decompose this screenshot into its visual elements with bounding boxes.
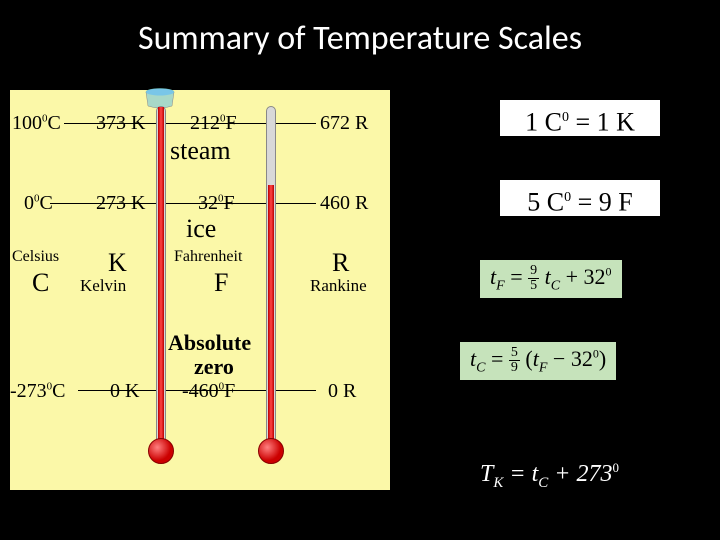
- steam-label: steam: [170, 136, 231, 166]
- abszero-celsius: -2730C: [10, 380, 66, 403]
- ice-fahrenheit: 320F: [198, 192, 235, 215]
- steam-celsius: 1000C: [12, 112, 61, 135]
- formula-kelvin: TK = tC + 2730: [480, 460, 619, 492]
- fahrenheit-small-label: Fahrenheit: [174, 248, 242, 266]
- kelvin-label: K: [108, 248, 127, 278]
- abszero-label2: zero: [194, 354, 234, 380]
- rankine-small-label: Rankine: [310, 276, 367, 296]
- formula-f-to-c: tC = 59 (tF − 320): [460, 342, 616, 380]
- ice-celsius: 00C: [24, 192, 53, 215]
- equation-ck: 1 C0 = 1 K: [500, 100, 660, 136]
- cup-icon: [144, 88, 180, 108]
- celsius-label: C: [32, 268, 49, 298]
- abszero-kelvin: 0 K: [110, 380, 139, 403]
- tick: [276, 390, 316, 391]
- celsius-small-label: Celsius: [12, 248, 59, 266]
- tick: [276, 203, 316, 204]
- abszero-rankine: 0 R: [328, 380, 356, 403]
- page-title: Summary of Temperature Scales: [0, 0, 720, 59]
- rankine-label: R: [332, 248, 349, 278]
- thermometer-right: [266, 106, 276, 442]
- ice-label: ice: [186, 214, 216, 244]
- formula-c-to-f: tF = 95 tC + 320: [480, 260, 622, 298]
- abszero-label1: Absolute: [168, 330, 251, 356]
- thermometer-diagram: 1000C 373 K 2120F 672 R steam 00C 273 K …: [10, 90, 390, 490]
- steam-fahrenheit: 2120F: [190, 112, 237, 135]
- ice-kelvin: 273 K: [96, 192, 145, 215]
- abszero-fahrenheit: -4600F: [182, 380, 235, 403]
- steam-kelvin: 373 K: [96, 112, 145, 135]
- ice-rankine: 460 R: [320, 192, 368, 215]
- kelvin-small-label: Kelvin: [80, 276, 126, 296]
- thermometer-left: [156, 106, 166, 442]
- steam-rankine: 672 R: [320, 112, 368, 135]
- fahrenheit-label: F: [214, 268, 228, 298]
- equation-cf: 5 C0 = 9 F: [500, 180, 660, 216]
- bulb-left: [148, 438, 174, 464]
- bulb-right: [258, 438, 284, 464]
- tick: [276, 123, 316, 124]
